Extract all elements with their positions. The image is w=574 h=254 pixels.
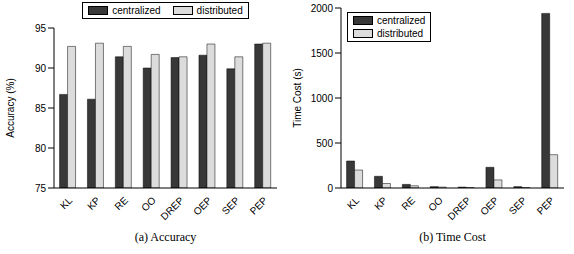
svg-text:DREP: DREP	[445, 194, 473, 222]
svg-text:Time Cost (s): Time Cost (s)	[292, 68, 303, 128]
svg-text:80: 80	[35, 143, 47, 154]
svg-text:95: 95	[35, 23, 47, 34]
svg-text:OEP: OEP	[478, 194, 501, 217]
svg-text:SEP: SEP	[220, 194, 242, 216]
svg-text:DREP: DREP	[158, 194, 186, 222]
svg-text:OEP: OEP	[191, 194, 214, 217]
svg-text:Accuracy (%): Accuracy (%)	[8, 78, 16, 137]
svg-text:1000: 1000	[311, 93, 334, 104]
svg-text:KP: KP	[372, 194, 389, 211]
svg-text:75: 75	[35, 183, 47, 194]
svg-text:RE: RE	[400, 194, 418, 212]
html-text:(b) Time Cost: (b) Time Cost	[419, 230, 486, 244]
svg-text:0: 0	[327, 183, 333, 194]
svg-text:KL: KL	[58, 194, 75, 211]
html-text:distributed: distributed	[196, 5, 243, 16]
svg-text:KL: KL	[345, 194, 362, 211]
html-text:distributed: distributed	[377, 28, 424, 39]
svg-text:OO: OO	[426, 195, 445, 214]
svg-text:OO: OO	[139, 195, 158, 214]
svg-text:2000: 2000	[311, 3, 334, 14]
svg-text:85: 85	[35, 103, 47, 114]
svg-text:500: 500	[316, 138, 333, 149]
svg-text:SEP: SEP	[507, 194, 529, 216]
svg-text:KP: KP	[85, 194, 102, 211]
html-text:centralized: centralized	[377, 15, 426, 26]
svg-text:1500: 1500	[311, 48, 334, 59]
svg-text:RE: RE	[113, 194, 131, 212]
svg-text:PEP: PEP	[248, 194, 270, 216]
html-text:(a) Accuracy: (a) Accuracy	[134, 230, 197, 244]
svg-text:90: 90	[35, 63, 47, 74]
svg-text:PEP: PEP	[535, 194, 557, 216]
html-text:centralized: centralized	[112, 5, 161, 16]
